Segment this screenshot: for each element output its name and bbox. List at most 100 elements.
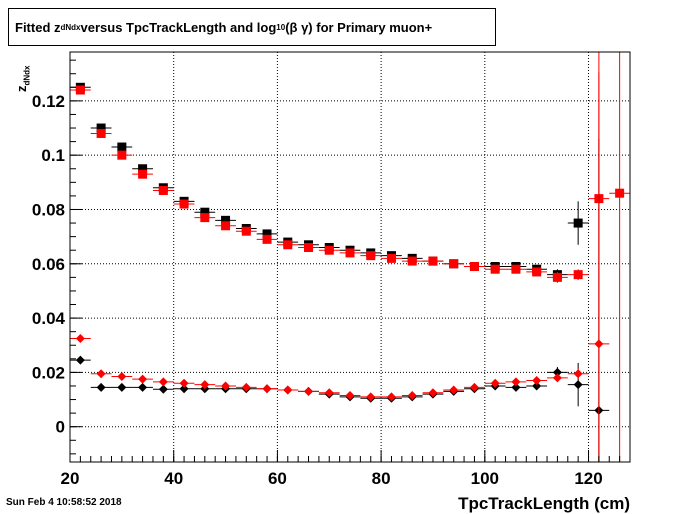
y-axis-label-main: z (14, 85, 29, 93)
data-point-diamond (511, 377, 521, 387)
data-point-diamond (158, 377, 168, 387)
data-point-diamond (158, 384, 168, 394)
data-point-square (366, 251, 376, 261)
data-point-square (552, 272, 562, 282)
data-point-diamond (200, 380, 210, 390)
data-point-square (428, 256, 438, 266)
data-point-diamond (117, 382, 127, 392)
data-point-diamond (179, 378, 189, 388)
chart-title: Fitted z dNdx versus TpcTrackLength and l… (8, 8, 496, 46)
y-axis-label: zdNdx (14, 66, 32, 93)
title-prefix: Fitted z (15, 19, 61, 35)
data-point-diamond (407, 390, 417, 400)
title-prefix-sub: dNdx (60, 22, 81, 32)
data-point-diamond (96, 369, 106, 379)
y-tick-label: 0.1 (41, 146, 65, 165)
axes: 20 40 60 80 100 120 0 0.02 0.04 0.06 0.08 0.1 0.12 (32, 59, 631, 488)
data-point-diamond (490, 378, 500, 388)
y-tick-label: 0.02 (32, 363, 65, 382)
data-point-square (96, 128, 106, 138)
series-2 (70, 138, 610, 462)
data-point-square (117, 150, 127, 160)
data-point-diamond (366, 392, 376, 402)
data-series (70, 52, 630, 462)
data-point-square (221, 221, 231, 231)
data-point-square (158, 185, 168, 195)
data-point-square (511, 264, 521, 274)
data-point-diamond (241, 382, 251, 392)
data-point-square (179, 199, 189, 209)
timestamp: Sun Feb 4 10:58:52 2018 (6, 497, 122, 508)
data-point-square (407, 256, 417, 266)
y-axis-label-sub: dNdx (22, 65, 32, 86)
data-point-diamond (552, 373, 562, 383)
data-point-square (75, 85, 85, 95)
data-point-diamond (75, 333, 85, 343)
data-point-diamond (469, 382, 479, 392)
data-point-square (262, 234, 272, 244)
x-tick-label: 20 (61, 469, 80, 488)
grid-lines (69, 52, 630, 462)
data-point-diamond (573, 369, 583, 379)
data-point-square (96, 123, 106, 133)
data-point-square (200, 207, 210, 217)
data-point-square (241, 226, 251, 236)
series-1 (70, 52, 630, 462)
title-middle: versus TpcTrackLength and log (80, 19, 277, 35)
data-point-diamond (138, 382, 148, 392)
data-point-diamond (96, 382, 106, 392)
data-point-square (469, 262, 479, 272)
y-tick-label: 0.08 (32, 200, 65, 219)
data-point-square (532, 267, 542, 277)
data-point-square (615, 188, 625, 198)
data-point-square (304, 242, 314, 252)
data-point-square (138, 169, 148, 179)
data-point-diamond (386, 392, 396, 402)
data-point-square (573, 270, 583, 280)
data-point-diamond (75, 355, 85, 365)
data-point-diamond (304, 386, 314, 396)
data-point-diamond (179, 384, 189, 394)
data-point-diamond (262, 384, 272, 394)
x-axis-label: TpcTrackLength (cm) (458, 494, 630, 513)
data-point-square (324, 245, 334, 255)
data-point-square (138, 164, 148, 174)
data-point-diamond (532, 381, 542, 391)
data-point-diamond (573, 380, 583, 390)
data-point-square (200, 213, 210, 223)
title-middle-sub: 10 (276, 22, 286, 32)
x-tick-label: 120 (574, 469, 602, 488)
y-tick-label: 0 (56, 418, 65, 437)
data-point-diamond (511, 382, 521, 392)
x-tick-label: 80 (372, 469, 391, 488)
data-point-square (573, 218, 583, 228)
data-point-diamond (594, 339, 604, 349)
data-point-square (490, 264, 500, 274)
data-point-diamond (221, 381, 231, 391)
y-tick-label: 0.04 (32, 309, 66, 328)
data-point-square (386, 253, 396, 263)
data-point-diamond (324, 388, 334, 398)
data-point-square (345, 248, 355, 258)
data-point-square (117, 142, 127, 152)
x-tick-label: 100 (471, 469, 499, 488)
data-point-diamond (345, 390, 355, 400)
title-suffix: (β γ) for Primary muon+ (285, 19, 433, 35)
data-point-square (221, 215, 231, 225)
data-point-diamond (117, 371, 127, 381)
data-point-square (449, 259, 459, 269)
x-tick-label: 60 (268, 469, 287, 488)
data-point-diamond (283, 385, 293, 395)
data-point-diamond (532, 376, 542, 386)
series-3 (70, 72, 610, 462)
data-point-square (262, 229, 272, 239)
y-tick-label: 0.12 (32, 92, 65, 111)
y-tick-label: 0.06 (32, 255, 65, 274)
data-point-diamond (449, 385, 459, 395)
x-tick-label: 40 (164, 469, 183, 488)
data-point-square (283, 240, 293, 250)
data-point-diamond (138, 374, 148, 384)
data-point-diamond (428, 388, 438, 398)
data-point-diamond (552, 367, 562, 377)
